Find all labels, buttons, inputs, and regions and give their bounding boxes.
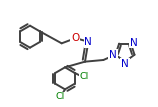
Text: O: O [71,33,79,43]
Text: Cl: Cl [55,92,65,101]
Text: Cl: Cl [79,72,89,81]
Text: N: N [85,37,92,47]
Text: N: N [130,38,137,48]
Text: N: N [109,50,117,60]
Text: N: N [121,59,129,69]
